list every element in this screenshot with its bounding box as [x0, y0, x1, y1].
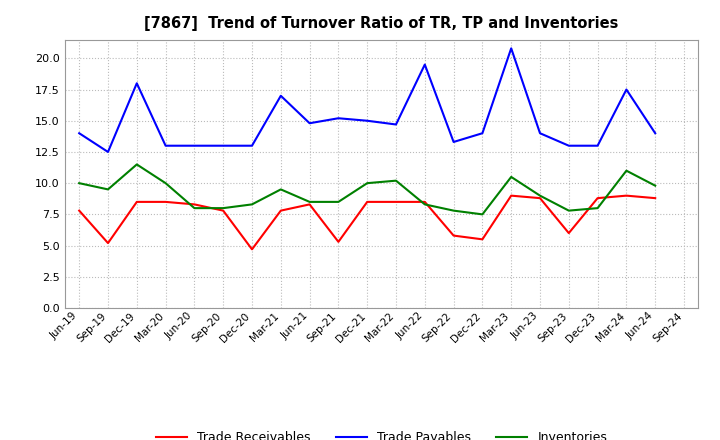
- Trade Receivables: [75, 208, 84, 213]
- Trade Receivables: [161, 199, 170, 205]
- Trade Payables: [478, 131, 487, 136]
- Inventories: [305, 199, 314, 205]
- Inventories: [420, 202, 429, 207]
- Trade Receivables: [363, 199, 372, 205]
- Trade Payables: [276, 93, 285, 99]
- Trade Payables: [104, 149, 112, 154]
- Trade Payables: [507, 46, 516, 51]
- Trade Payables: [190, 143, 199, 148]
- Trade Receivables: [420, 199, 429, 205]
- Trade Receivables: [392, 199, 400, 205]
- Trade Receivables: [622, 193, 631, 198]
- Trade Receivables: [248, 247, 256, 252]
- Trade Receivables: [449, 233, 458, 238]
- Inventories: [564, 208, 573, 213]
- Inventories: [219, 205, 228, 211]
- Trade Receivables: [190, 202, 199, 207]
- Trade Receivables: [507, 193, 516, 198]
- Trade Receivables: [305, 202, 314, 207]
- Trade Payables: [536, 131, 544, 136]
- Line: Trade Receivables: Trade Receivables: [79, 196, 655, 249]
- Trade Payables: [392, 122, 400, 127]
- Trade Payables: [420, 62, 429, 67]
- Trade Receivables: [478, 237, 487, 242]
- Trade Payables: [248, 143, 256, 148]
- Trade Receivables: [219, 208, 228, 213]
- Legend: Trade Receivables, Trade Payables, Inventories: Trade Receivables, Trade Payables, Inven…: [151, 426, 612, 440]
- Trade Payables: [334, 116, 343, 121]
- Trade Payables: [363, 118, 372, 123]
- Trade Payables: [651, 131, 660, 136]
- Title: [7867]  Trend of Turnover Ratio of TR, TP and Inventories: [7867] Trend of Turnover Ratio of TR, TP…: [145, 16, 618, 32]
- Inventories: [478, 212, 487, 217]
- Inventories: [536, 193, 544, 198]
- Inventories: [276, 187, 285, 192]
- Inventories: [334, 199, 343, 205]
- Inventories: [132, 162, 141, 167]
- Inventories: [593, 205, 602, 211]
- Inventories: [392, 178, 400, 183]
- Inventories: [161, 180, 170, 186]
- Inventories: [363, 180, 372, 186]
- Inventories: [622, 168, 631, 173]
- Inventories: [190, 205, 199, 211]
- Trade Receivables: [564, 231, 573, 236]
- Trade Payables: [564, 143, 573, 148]
- Trade Payables: [593, 143, 602, 148]
- Trade Receivables: [276, 208, 285, 213]
- Inventories: [75, 180, 84, 186]
- Inventories: [449, 208, 458, 213]
- Trade Payables: [449, 139, 458, 145]
- Trade Receivables: [593, 195, 602, 201]
- Trade Receivables: [132, 199, 141, 205]
- Trade Payables: [305, 121, 314, 126]
- Trade Payables: [622, 87, 631, 92]
- Inventories: [104, 187, 112, 192]
- Inventories: [507, 174, 516, 180]
- Trade Payables: [132, 81, 141, 86]
- Inventories: [651, 183, 660, 188]
- Line: Trade Payables: Trade Payables: [79, 48, 655, 152]
- Trade Receivables: [651, 195, 660, 201]
- Line: Inventories: Inventories: [79, 165, 655, 214]
- Trade Payables: [219, 143, 228, 148]
- Trade Payables: [161, 143, 170, 148]
- Trade Receivables: [334, 239, 343, 245]
- Trade Payables: [75, 131, 84, 136]
- Inventories: [248, 202, 256, 207]
- Trade Receivables: [536, 195, 544, 201]
- Trade Receivables: [104, 240, 112, 246]
